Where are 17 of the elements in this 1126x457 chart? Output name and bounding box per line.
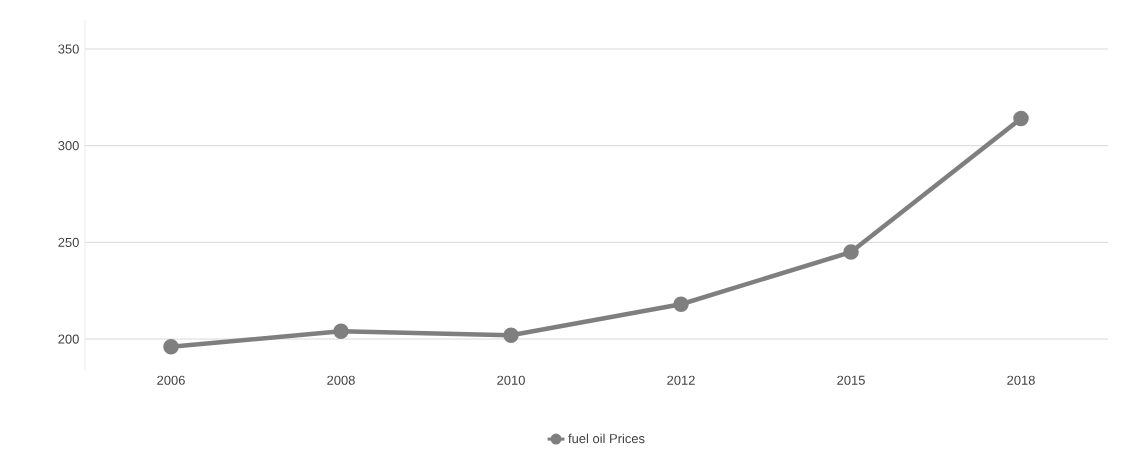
x-tick-label: 2015 bbox=[837, 375, 865, 385]
point bbox=[333, 323, 349, 340]
point bbox=[503, 327, 519, 343]
point bbox=[163, 339, 179, 355]
x-tick-label: 2012 bbox=[667, 375, 695, 385]
x-tick-label: 2008 bbox=[327, 375, 355, 385]
y-tick-label: 350 bbox=[58, 44, 79, 54]
x-tick-label: 2006 bbox=[157, 375, 185, 385]
x-tick-label: 2018 bbox=[1007, 375, 1035, 385]
y-tick-label: 250 bbox=[58, 237, 79, 247]
point bbox=[1013, 110, 1029, 127]
x-tick-label: 2010 bbox=[497, 375, 525, 385]
point bbox=[673, 296, 689, 312]
legend-label: fuel oil Prices bbox=[568, 433, 645, 444]
point bbox=[843, 244, 859, 260]
y-tick-label: 300 bbox=[58, 141, 79, 151]
y-tick-label: 200 bbox=[58, 334, 79, 344]
